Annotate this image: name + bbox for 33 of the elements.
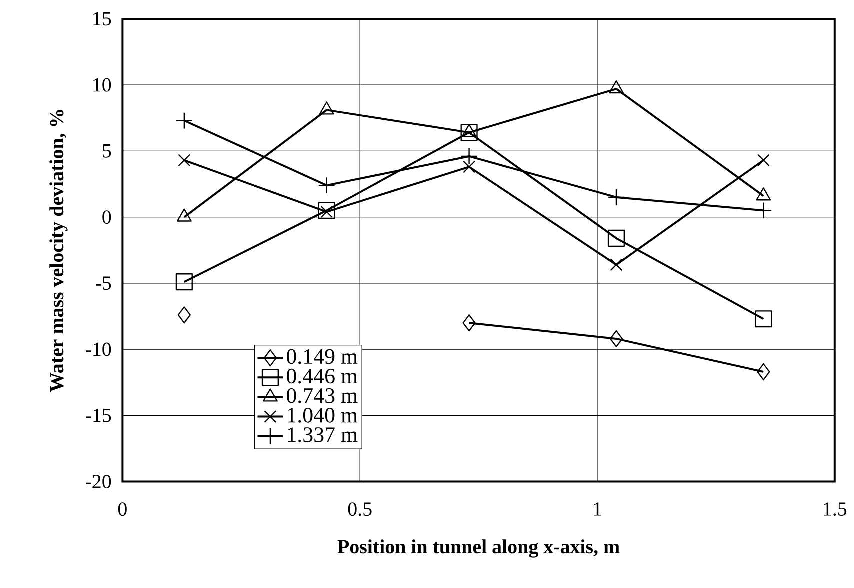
y-tick-label: -20 [86,475,112,489]
point [610,330,624,348]
point [178,306,191,324]
y-tick-label: 0 [102,210,112,224]
x-tick-label: 0 [118,502,127,516]
point [757,154,770,167]
y-tick-label: 10 [94,78,112,92]
y-axis-title: Water mass velocity deviation, % [50,110,68,392]
legend-label: 0.446 m [287,369,358,384]
legend-label: 1.040 m [288,408,358,424]
y-tick-label: 15 [94,12,112,26]
y-tick-label: -15 [86,409,112,423]
legend-label: 0.149 m [287,350,358,364]
y-tick-label: -10 [86,343,112,357]
legend-label: 1.337 m [288,428,358,443]
point [608,230,626,248]
x-tick-label: 1.5 [824,502,847,516]
x-tick-label: 1 [594,502,602,516]
x-tick-label: 0.5 [348,502,372,516]
point [610,258,623,272]
y-tick-label: 5 [103,144,112,158]
point [462,314,476,332]
point [176,274,193,291]
y-tick-label: -5 [96,277,112,290]
x-axis-title: Position in tunnel along x-axis, m [338,540,620,558]
legend-label: 0.743 m [287,388,358,404]
point [320,206,334,218]
point [318,202,336,220]
point [757,364,770,381]
point [460,124,478,142]
point [463,161,476,174]
point [178,154,191,167]
point [755,310,772,328]
